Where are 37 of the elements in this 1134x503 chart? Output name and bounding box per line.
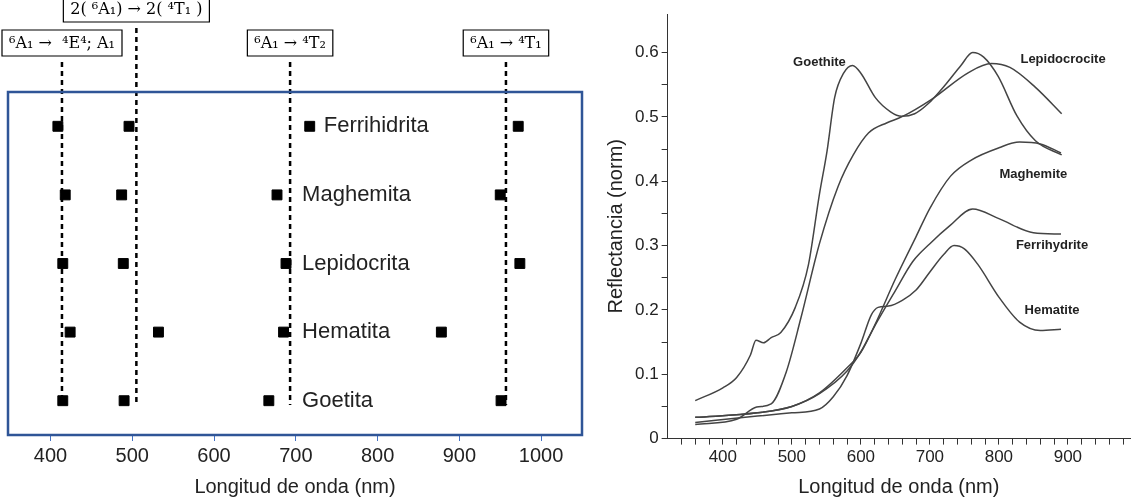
x-tick-label: 700 xyxy=(915,447,945,467)
x-axis-title: Longitud de onda (nm) xyxy=(194,474,396,497)
category-label: Hematita xyxy=(302,318,391,344)
category-label: Maghemita xyxy=(302,180,411,206)
x-tick-label: 1000 xyxy=(518,443,564,466)
x-tick-label: 900 xyxy=(1053,447,1083,467)
y-tick-label: 0.3 xyxy=(634,235,659,255)
y-tick-label: 0.1 xyxy=(634,363,659,383)
series-label: Goethite xyxy=(793,53,846,69)
category-label: Lepidocrita xyxy=(302,249,410,275)
x-tick-label: 800 xyxy=(984,447,1014,467)
ref-line-label: 2( ⁶A₁) → 2( ⁴T₁ ) xyxy=(70,0,203,19)
y-tick-label: 0 xyxy=(649,428,659,448)
ref-line-label: ⁶A₁ → ⁴E⁴; A₁ xyxy=(9,33,115,53)
x-tick-label: 500 xyxy=(115,443,149,466)
x-tick-label: 400 xyxy=(708,447,738,467)
y-tick-label: 0.4 xyxy=(634,170,659,190)
x-tick-label: 600 xyxy=(197,443,231,466)
y-tick-label: 0.6 xyxy=(634,42,659,62)
x-tick-label: 600 xyxy=(846,447,876,467)
series-label: Maghemite xyxy=(999,166,1068,182)
series-label: Ferrihydrite xyxy=(1015,237,1089,253)
series-label: Lepidocrocite xyxy=(1020,50,1106,66)
category-label: Goetita xyxy=(302,386,374,412)
x-tick-label: 900 xyxy=(442,443,477,466)
x-axis-title: Longitud de onda (nm) xyxy=(798,474,1000,497)
x-tick-label: 800 xyxy=(360,443,395,466)
series-label: Hematite xyxy=(1024,301,1080,317)
x-tick-label: 500 xyxy=(777,447,807,467)
y-tick-label: 0.2 xyxy=(634,299,659,319)
x-tick-label: 400 xyxy=(33,443,68,466)
ref-line-label: ⁶A₁ → ⁴T₂ xyxy=(254,33,326,53)
y-tick-label: 0.5 xyxy=(634,106,659,126)
y-axis-title: Reflectancia (norm) xyxy=(603,139,626,314)
ref-line-label: ⁶A₁ → ⁴T₁ xyxy=(470,33,542,53)
x-tick-label: 700 xyxy=(279,443,313,466)
category-label: Ferrihidrita xyxy=(323,112,429,138)
